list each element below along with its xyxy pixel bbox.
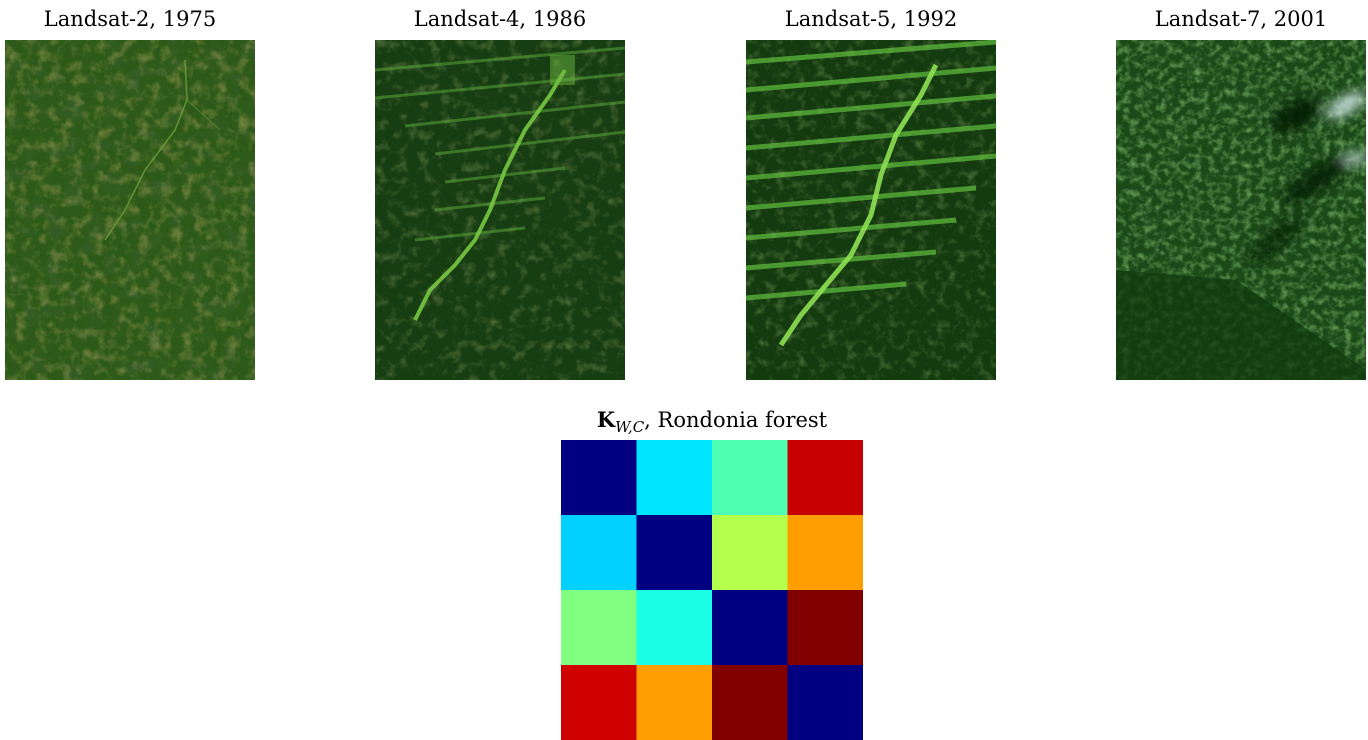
heatmap-cell-r0-c2 — [712, 440, 788, 516]
heatmap-title: KW,C, Rondonia forest — [512, 406, 912, 436]
panel-title-landsat-7: Landsat-7, 2001 — [1154, 7, 1328, 31]
landsat-5-image — [746, 40, 996, 380]
heatmap-title-symbol: K — [596, 407, 616, 432]
landsat-7-image — [1116, 40, 1366, 380]
heatmap-cell-r3-c0 — [561, 665, 637, 740]
heatmap-cell-r1-c2 — [712, 515, 788, 591]
panel-title-landsat-5: Landsat-5, 1992 — [784, 7, 958, 31]
heatmap-cell-r3-c3 — [787, 665, 863, 740]
heatmap-cell-r2-c2 — [712, 590, 788, 666]
heatmap-cell-r3-c2 — [712, 665, 788, 740]
heatmap-cell-r1-c3 — [787, 515, 863, 591]
heatmap-title-rest: , Rondonia forest — [644, 408, 828, 432]
heatmap-title-subscript: W,C — [615, 418, 645, 436]
landsat-2-image — [5, 40, 255, 380]
landsat-4-image — [375, 40, 625, 380]
heatmap-cell-r1-c0 — [561, 515, 637, 591]
heatmap-cell-r2-c3 — [787, 590, 863, 666]
heatmap-cell-r3-c1 — [636, 665, 713, 740]
heatmap-cell-r0-c0 — [561, 440, 637, 516]
panel-title-landsat-4: Landsat-4, 1986 — [413, 7, 587, 31]
heatmap-cell-r0-c3 — [787, 440, 863, 516]
heatmap-cell-r2-c0 — [561, 590, 637, 666]
heatmap-chart — [561, 440, 863, 740]
heatmap-cell-r2-c1 — [636, 590, 713, 666]
panel-title-landsat-2: Landsat-2, 1975 — [43, 7, 217, 31]
heatmap-cell-r0-c1 — [636, 440, 713, 516]
heatmap-cell-r1-c1 — [636, 515, 713, 591]
